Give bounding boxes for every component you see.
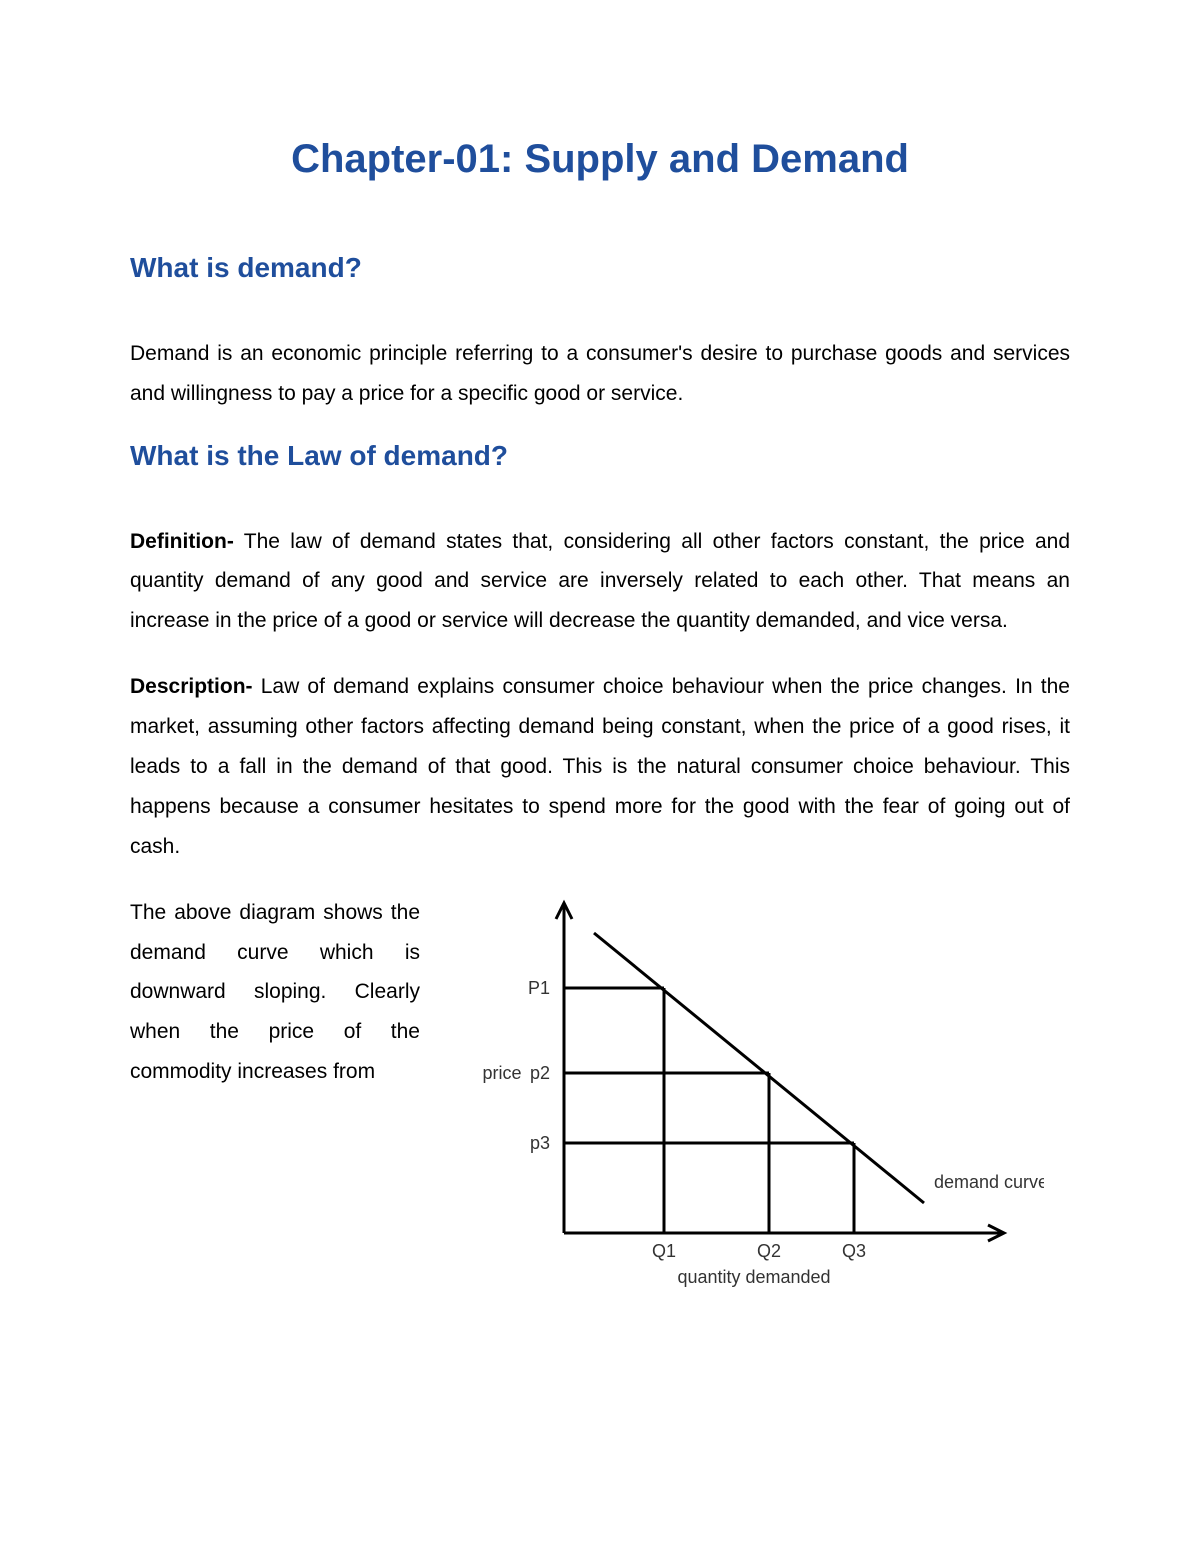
- diagram-row: The above diagram shows the demand curve…: [130, 893, 1070, 1303]
- chart-container: P1 p2 p3 Q1 Q2 Q3 price quantity demanded demand…: [444, 893, 1070, 1303]
- svg-text:Q1: Q1: [652, 1241, 676, 1261]
- svg-text:p3: p3: [530, 1133, 550, 1153]
- para-diagram: The above diagram shows the demand curve…: [130, 893, 420, 1092]
- svg-text:demand curve: demand curve: [934, 1172, 1044, 1192]
- svg-text:quantity demanded: quantity demanded: [677, 1267, 830, 1287]
- svg-text:P1: P1: [528, 978, 550, 998]
- chapter-title: Chapter-01: Supply and Demand: [130, 137, 1070, 182]
- demand-curve-chart: P1 p2 p3 Q1 Q2 Q3 price quantity demanded demand…: [444, 893, 1044, 1303]
- section-heading-law: What is the Law of demand?: [130, 440, 1070, 472]
- svg-text:Q3: Q3: [842, 1241, 866, 1261]
- lead-definition: Definition-: [130, 530, 234, 553]
- section-heading-demand: What is demand?: [130, 252, 1070, 284]
- lead-description: Description-: [130, 675, 253, 698]
- svg-text:p2: p2: [530, 1063, 550, 1083]
- svg-text:Q2: Q2: [757, 1241, 781, 1261]
- body-description: Law of demand explains consumer choice b…: [130, 675, 1070, 858]
- para-demand-definition: Demand is an economic principle referrin…: [130, 334, 1070, 414]
- para-law-definition: Definition- The law of demand states tha…: [130, 522, 1070, 642]
- para-law-description: Description- Law of demand explains cons…: [130, 667, 1070, 866]
- svg-text:price: price: [482, 1063, 521, 1083]
- document-page: Chapter-01: Supply and Demand What is de…: [0, 0, 1200, 1553]
- body-definition: The law of demand states that, consideri…: [130, 530, 1070, 633]
